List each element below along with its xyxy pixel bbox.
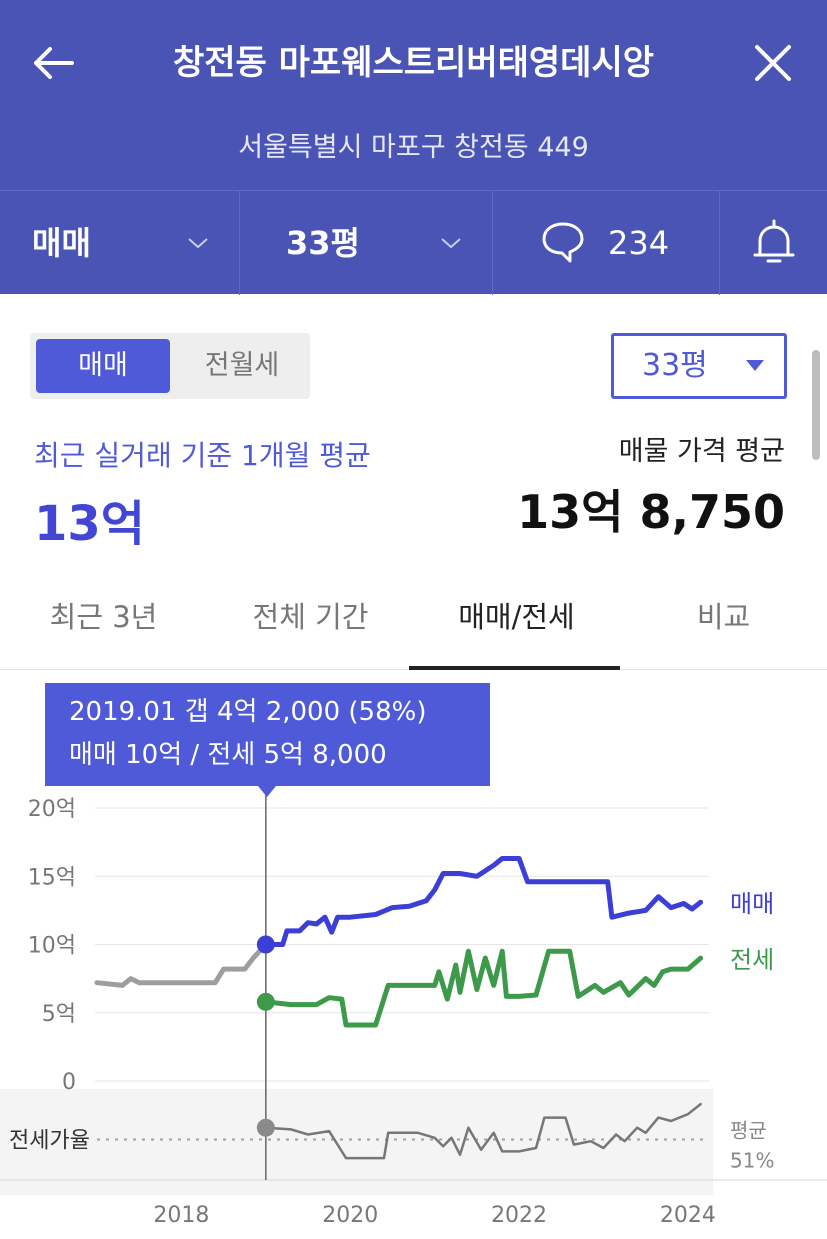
address: 서울특별시 마포구 창전동 449 [238,132,589,163]
tooltip-prices: 매매 10억 / 전세 5억 8,000 [69,740,387,770]
y-tick-label: 15억 [28,865,76,890]
toggle-rent[interactable]: 전월세 [204,350,280,381]
listing-average-label: 매물 가격 평균 [618,436,785,467]
size-dropdown[interactable]: 33평 [240,191,492,295]
ratio-panel-background [0,1089,713,1195]
tooltip-gap: 2019.01 갭 4억 2,000 (58%) [69,697,427,727]
size-select-value: 33평 [642,348,708,383]
sale-series-line [263,856,704,947]
tab-compare[interactable]: 비교 [696,600,751,634]
divider [239,191,240,295]
tab-all-period[interactable]: 전체 기간 [252,600,369,634]
tooltip-pointer [258,786,276,797]
legend-sale: 매매 [730,890,774,918]
selected-ratio-point [256,1118,275,1137]
average-label: 평균 [730,1119,767,1143]
deal-toggle: 매매 전월세 [30,333,310,399]
listing-average-value: 13억 8,750 [517,485,785,539]
tab-sale-jeonse[interactable]: 매매/전세 [458,600,575,634]
tab-active-indicator [409,666,620,670]
scrollbar[interactable] [812,350,820,460]
x-tick-label: 2020 [322,1203,378,1228]
selected-sale-point [256,935,275,954]
close-icon[interactable] [748,38,798,88]
recent-average-label: 최근 실거래 기준 1개월 평균 [34,439,371,472]
filter-bar: 매매 33평 234 [0,190,827,295]
caret-down-icon [746,360,764,371]
chevron-down-icon [441,238,461,249]
divider [719,191,720,295]
toggle-sale[interactable]: 매매 [36,339,170,393]
recent-average-value: 13억 [34,496,145,552]
chevron-down-icon [188,238,208,249]
y-tick-label: 10억 [28,934,76,959]
page-title: 창전동 마포웨스트리버태영데시앙 [172,43,655,83]
ratio-axis-label: 전세가율 [9,1129,90,1154]
chart-tooltip: 2019.01 갭 4억 2,000 (58%) 매매 10억 / 전세 5억 … [45,683,490,786]
deal-type-dropdown[interactable]: 매매 [0,191,239,295]
selected-jeonse-point [256,992,275,1011]
y-tick-label: 20억 [28,797,76,822]
chat-bubble-icon [542,222,584,263]
deal-type-label: 매매 [32,224,91,262]
y-tick-label: 5억 [42,1002,76,1027]
legend-jeonse: 전세 [730,946,774,974]
comments-button[interactable]: 234 [493,191,719,295]
size-label: 33평 [286,224,360,262]
comment-count: 234 [608,224,670,262]
y-tick-label: 0 [62,1070,76,1095]
price-chart[interactable]: 20억 15억 10억 5억 0 2018 2020 2022 2024 전세가율 평균 51% 매매전… [0,670,827,1239]
x-tick-label: 2024 [660,1203,716,1228]
x-tick-label: 2018 [153,1203,209,1228]
bell-icon[interactable] [750,215,798,269]
header: 창전동 마포웨스트리버태영데시앙 서울특별시 마포구 창전동 449 [0,0,827,190]
average-value: 51% [730,1149,774,1173]
tab-recent-3-years[interactable]: 최근 3년 [49,600,158,634]
jeonse-series-line [263,948,704,1028]
size-select[interactable]: 33평 [611,333,787,399]
back-arrow-icon[interactable] [28,38,78,88]
past-sale-series-line [94,942,269,988]
jeonse-ratio-line [264,1102,702,1160]
x-tick-label: 2022 [491,1203,547,1228]
divider [492,191,493,295]
